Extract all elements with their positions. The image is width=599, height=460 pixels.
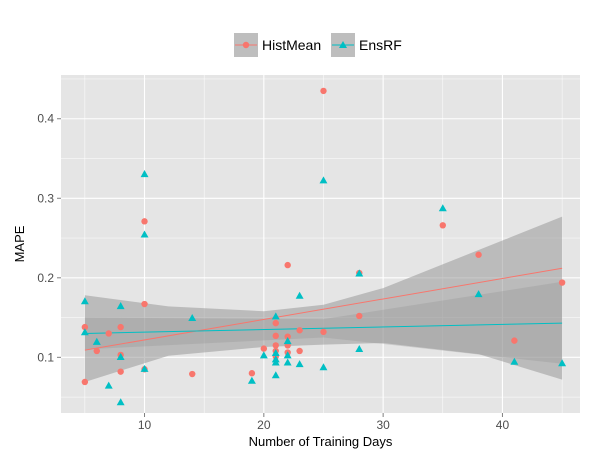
- x-tick-label: 20: [257, 418, 271, 432]
- point-histmean: [260, 345, 268, 352]
- point-ensrf: [116, 398, 125, 406]
- confidence-band-ensrf: [84, 281, 563, 364]
- point-histmean: [439, 222, 446, 229]
- point-histmean: [356, 312, 363, 320]
- confidence-bands: [84, 216, 563, 382]
- point-ensrf: [80, 328, 89, 336]
- point-ensrf: [247, 376, 256, 384]
- point-histmean: [141, 218, 148, 225]
- point-ensrf: [140, 170, 149, 178]
- x-tick-label: 40: [496, 418, 510, 432]
- point-histmean: [141, 300, 148, 308]
- point-histmean: [117, 368, 124, 375]
- point-ensrf: [319, 363, 328, 371]
- point-ensrf: [140, 230, 149, 238]
- point-ensrf: [558, 359, 567, 367]
- point-ensrf: [271, 349, 280, 356]
- y-axis-title: MAPE: [12, 225, 27, 262]
- data-points: [80, 87, 567, 406]
- point-histmean: [296, 347, 303, 355]
- point-histmean: [320, 328, 327, 336]
- point-histmean: [189, 370, 196, 378]
- legend-key-histmean-marker: [242, 41, 250, 49]
- x-tick-label: 10: [138, 418, 152, 432]
- x-axis-title: Number of Training Days: [249, 434, 393, 449]
- point-histmean: [284, 261, 291, 269]
- point-ensrf: [116, 302, 125, 310]
- point-ensrf: [140, 364, 149, 372]
- point-histmean: [81, 378, 89, 386]
- point-histmean: [511, 337, 518, 344]
- point-ensrf: [80, 297, 89, 305]
- legend-label-histmean: HistMean: [262, 37, 321, 53]
- trend-lines: [84, 267, 563, 351]
- y-tick-label: 0.2: [37, 271, 54, 285]
- point-histmean: [475, 251, 482, 258]
- point-ensrf: [438, 204, 447, 212]
- y-tick-label: 0.1: [37, 350, 54, 364]
- x-axis-ticks: 10 20 30 40: [138, 413, 510, 432]
- legend-label-ensrf: EnsRF: [359, 37, 402, 53]
- point-histmean: [105, 330, 112, 337]
- legend-key-ensrf-marker: [339, 41, 347, 48]
- point-ensrf: [295, 360, 304, 368]
- point-histmean: [272, 342, 279, 349]
- point-histmean: [558, 279, 566, 286]
- y-tick-label: 0.3: [37, 191, 54, 205]
- point-ensrf: [259, 351, 268, 359]
- point-histmean: [81, 323, 89, 331]
- x-tick-label: 30: [376, 418, 390, 432]
- point-histmean: [284, 333, 291, 340]
- point-ensrf: [355, 269, 364, 277]
- confidence-band-histmean: [84, 216, 563, 382]
- point-ensrf: [283, 351, 292, 359]
- y-axis-ticks: 0.1 0.2 0.3 0.4: [37, 112, 61, 364]
- point-ensrf: [271, 312, 280, 320]
- point-histmean: [248, 370, 256, 377]
- point-ensrf: [283, 358, 292, 366]
- trend-line-histmean: [84, 267, 563, 351]
- point-ensrf: [283, 337, 292, 345]
- point-ensrf: [355, 345, 364, 352]
- point-ensrf: [116, 352, 125, 360]
- point-ensrf: [510, 357, 519, 365]
- point-histmean: [272, 332, 279, 340]
- point-ensrf: [474, 290, 483, 298]
- point-histmean: [117, 323, 124, 331]
- point-histmean: [296, 327, 303, 334]
- point-ensrf: [271, 358, 280, 366]
- point-ensrf: [295, 291, 304, 299]
- legend: HistMean EnsRF: [234, 33, 402, 57]
- point-ensrf: [319, 176, 328, 184]
- point-ensrf: [271, 371, 280, 379]
- y-tick-label: 0.4: [37, 112, 54, 126]
- point-histmean: [272, 319, 279, 327]
- point-ensrf: [188, 314, 197, 321]
- point-ensrf: [104, 381, 113, 389]
- point-ensrf: [92, 337, 101, 345]
- point-histmean: [93, 347, 100, 355]
- point-histmean: [320, 87, 327, 95]
- trend-line-ensrf: [84, 322, 563, 334]
